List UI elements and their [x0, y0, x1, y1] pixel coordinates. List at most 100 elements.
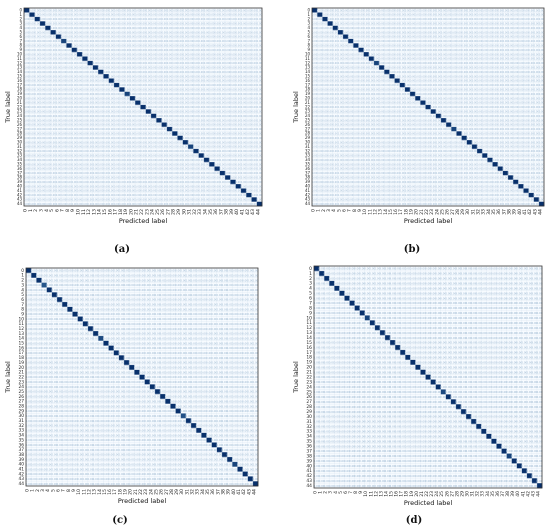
cell-value: 0.00	[441, 71, 447, 74]
cell-value: 0.00	[24, 23, 30, 26]
cell-value: 0.00	[72, 199, 78, 202]
cell-value: 0.00	[24, 18, 30, 21]
diagonal-cell	[420, 100, 426, 106]
cell-value: 0.00	[257, 141, 263, 144]
cell-value: 0.00	[139, 312, 145, 316]
cell-value: 0.00	[87, 45, 93, 48]
x-tick-label: 19	[409, 209, 415, 215]
cell-value: 0.00	[348, 190, 354, 193]
cell-value: 0.00	[35, 53, 41, 56]
cell-value: 0.00	[415, 137, 421, 140]
cell-value: 0.00	[35, 163, 41, 166]
cell-value: 0.00	[35, 62, 41, 65]
cell-value: 0.00	[41, 278, 47, 282]
cell-value: 0.00	[146, 75, 152, 78]
cell-value: 0.00	[103, 273, 109, 277]
cell-value: 0.00	[161, 23, 167, 26]
cell-value: 0.00	[472, 31, 478, 34]
cell-value: 0.00	[140, 67, 146, 70]
cell-value: 0.00	[394, 163, 400, 166]
cell-value: 0.00	[441, 9, 447, 12]
cell-value: 0.00	[220, 146, 226, 149]
cell-value: 0.00	[214, 9, 220, 12]
cell-value: 0.00	[77, 146, 83, 149]
cell-value: 0.00	[72, 36, 78, 39]
cell-value: 0.00	[165, 278, 171, 282]
cell-value: 0.00	[160, 327, 166, 331]
cell-value: 0.00	[93, 111, 99, 114]
cell-value: 0.00	[156, 67, 162, 70]
cell-value: 0.00	[172, 31, 178, 34]
cell-value: 0.00	[216, 278, 222, 282]
cell-value: 0.00	[204, 199, 210, 202]
cell-value: 0.00	[188, 119, 194, 122]
cell-value: 0.00	[405, 80, 411, 83]
cell-value: 0.00	[211, 278, 217, 282]
cell-value: 0.00	[251, 23, 257, 26]
cell-value: 0.00	[338, 159, 344, 162]
cell-value: 0.00	[196, 269, 202, 273]
cell-value: 0.00	[472, 97, 478, 100]
cell-value: 0.00	[425, 190, 431, 193]
cell-value: 0.00	[134, 298, 140, 302]
cell-value: 0.00	[400, 14, 406, 17]
cell-value: 0.00	[241, 102, 247, 105]
cell-value: 0.00	[523, 80, 529, 83]
cell-value: 0.00	[237, 288, 243, 292]
cell-value: 0.00	[415, 106, 421, 109]
cell-value: 0.00	[246, 146, 252, 149]
cell-value: 0.00	[379, 106, 385, 109]
cell-value: 0.00	[62, 278, 68, 282]
cell-value: 0.00	[93, 40, 99, 43]
cell-value: 0.00	[461, 89, 467, 92]
cell-value: 0.00	[61, 75, 67, 78]
cell-value: 0.00	[206, 312, 212, 316]
cell-value: 0.00	[327, 14, 333, 17]
cell-value: 0.00	[119, 159, 125, 162]
cell-value: 0.00	[29, 137, 35, 140]
cell-value: 0.00	[77, 71, 83, 74]
cell-value: 0.00	[130, 203, 136, 206]
cell-value: 0.00	[172, 18, 178, 21]
x-tick-label: 1	[28, 209, 34, 212]
cell-value: 0.00	[130, 53, 136, 56]
cell-value: 0.00	[472, 185, 478, 188]
cell-value: 0.00	[487, 177, 493, 180]
cell-value: 0.00	[363, 137, 369, 140]
cell-value: 0.00	[67, 288, 73, 292]
cell-value: 0.00	[130, 115, 136, 118]
diagonal-cell	[451, 126, 457, 132]
cell-value: 0.00	[225, 62, 231, 65]
cell-value: 0.00	[358, 203, 364, 206]
cell-value: 0.00	[420, 111, 426, 114]
cell-value: 0.00	[72, 137, 78, 140]
cell-value: 0.00	[72, 40, 78, 43]
cell-value: 0.00	[353, 141, 359, 144]
cell-value: 0.00	[436, 49, 442, 52]
cell-value: 0.00	[175, 298, 181, 302]
cell-value: 0.00	[61, 194, 67, 197]
cell-value: 0.00	[124, 40, 130, 43]
cell-value: 0.00	[193, 40, 199, 43]
cell-value: 0.00	[410, 203, 416, 206]
cell-value: 0.00	[167, 172, 173, 175]
cell-value: 0.00	[353, 119, 359, 122]
cell-value: 0.00	[343, 89, 349, 92]
cell-value: 0.00	[528, 155, 534, 158]
cell-value: 0.00	[198, 106, 204, 109]
cell-value: 0.00	[214, 133, 220, 136]
cell-value: 0.00	[410, 84, 416, 87]
cell-value: 0.00	[93, 155, 99, 158]
cell-value: 0.00	[477, 27, 483, 30]
cell-value: 0.00	[46, 303, 52, 307]
cell-value: 0.00	[129, 327, 135, 331]
cell-value: 0.00	[193, 115, 199, 118]
cell-value: 0.00	[225, 31, 231, 34]
cell-value: 0.00	[61, 150, 67, 153]
cell-value: 0.00	[170, 283, 176, 287]
cell-value: 0.00	[193, 18, 199, 21]
cell-value: 0.00	[338, 190, 344, 193]
cell-value: 0.00	[441, 190, 447, 193]
cell-value: 0.00	[98, 168, 104, 171]
cell-value: 0.00	[461, 93, 467, 96]
